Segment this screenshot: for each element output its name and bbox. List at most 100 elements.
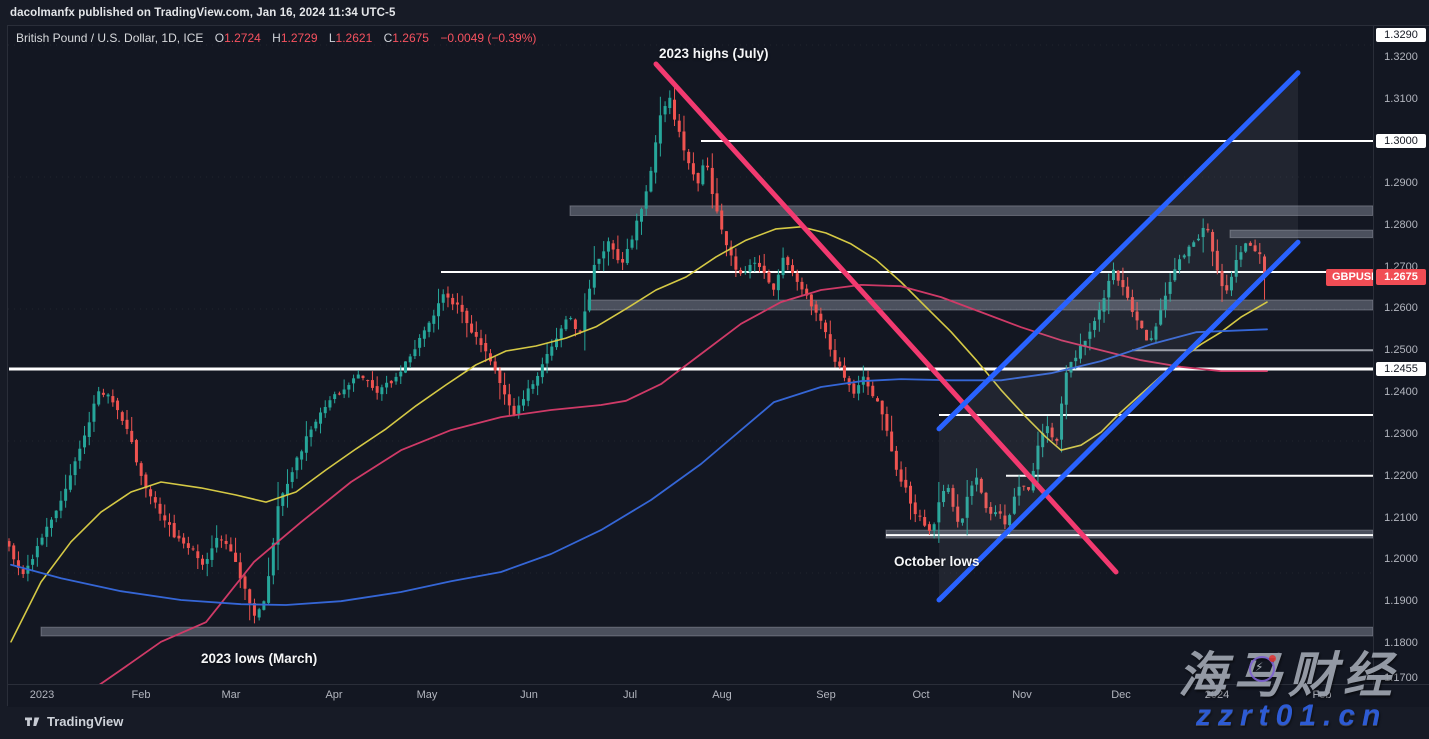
price-zone-october-lows[interactable]	[885, 529, 1373, 539]
candle-body	[545, 354, 549, 364]
price-zone-2023-lows[interactable]	[40, 626, 1373, 637]
candle-body	[116, 400, 120, 411]
tradingview-logo-icon	[25, 717, 40, 726]
candle-body	[720, 210, 724, 230]
candle-body	[8, 541, 11, 547]
candle-body	[1258, 252, 1262, 255]
candle-body	[248, 589, 252, 604]
candle-body	[64, 488, 68, 501]
time-axis-label-2023: 2023	[29, 689, 55, 701]
candle-body	[701, 165, 705, 185]
candle-body	[559, 328, 563, 339]
candle-body	[1225, 285, 1229, 291]
candle-body	[611, 243, 615, 250]
candle-body	[762, 265, 766, 273]
annotation-october-lows[interactable]: October lows	[894, 554, 980, 569]
price-zone-resistance-1284[interactable]	[569, 205, 1373, 216]
price-zone-support-1260[interactable]	[587, 299, 1373, 311]
candle-body	[960, 518, 964, 523]
candle-body	[16, 560, 20, 569]
candle-body	[842, 365, 846, 378]
trend-line-channel-top-blue[interactable]	[936, 70, 1301, 432]
candle-body	[1220, 270, 1224, 287]
candle-body	[1121, 280, 1125, 288]
candle-body	[300, 451, 304, 460]
candle-body	[370, 380, 374, 388]
publish-bar: dacolmanfx published on TradingView.com,…	[0, 0, 1429, 24]
candle-body	[1192, 242, 1196, 247]
candle-body	[828, 334, 832, 350]
candle-body	[743, 271, 747, 273]
candle-body	[776, 274, 780, 291]
candle-body	[474, 331, 478, 337]
candle-body	[993, 512, 997, 515]
candle-body	[734, 256, 738, 270]
candle-body	[101, 392, 105, 395]
candle-body	[1050, 427, 1054, 438]
annotation-2023-highs[interactable]: 2023 highs (July)	[659, 46, 769, 61]
time-axis[interactable]: 2023 Feb Mar Apr May Jun Jul Aug Sep Oct Nov Dec 202…	[8, 684, 1429, 707]
high-value: 1.2729	[280, 31, 318, 45]
time-axis-label-May: May	[416, 689, 438, 701]
candle-body	[262, 601, 266, 610]
price-axis-label-1.2455: 1.2455	[1376, 362, 1426, 377]
candlestick-chart[interactable]	[8, 26, 1373, 684]
candle-body	[668, 97, 672, 109]
candle-body	[998, 511, 1002, 514]
time-axis-label-Oct: Oct	[912, 689, 930, 701]
time-axis-label-Apr: Apr	[325, 689, 343, 701]
candle-body	[979, 478, 983, 493]
ma-line-mid-crimson	[98, 283, 1268, 684]
candle-body	[342, 389, 346, 395]
time-axis-label-Dec: Dec	[1111, 689, 1131, 701]
candle-body	[781, 257, 785, 276]
candle-body	[182, 537, 186, 544]
price-axis-label-1.3200: 1.3200	[1384, 51, 1418, 64]
candle-body	[1263, 256, 1267, 277]
candle-body	[1163, 295, 1167, 310]
candle-body	[21, 569, 25, 575]
candle-body	[120, 412, 124, 421]
candle-body	[1182, 255, 1186, 258]
candle-body	[1093, 321, 1097, 330]
candle-body	[1055, 438, 1059, 441]
trend-channel-fill	[939, 72, 1298, 601]
candle-body	[413, 349, 417, 357]
close-value: 1.2675	[392, 31, 429, 45]
candle-body	[1149, 338, 1153, 340]
price-zone-resistance-1278[interactable]	[1229, 229, 1373, 239]
candle-body	[654, 142, 658, 173]
trend-line-downtrend-pink[interactable]	[653, 61, 1119, 575]
chart-plot-area[interactable]: British Pound / U.S. Dollar, 1D, ICE O1.…	[8, 26, 1373, 684]
candle-body	[833, 350, 837, 362]
candle-body	[1097, 309, 1101, 320]
price-axis[interactable]: 1.3290 1.3200 1.3100 1.3000 1.2900 1.2800 1.27…	[1373, 26, 1429, 684]
candle-body	[606, 241, 610, 252]
candle-body	[791, 265, 795, 274]
candle-body	[521, 399, 525, 406]
tradingview-logo-link[interactable]: TradingView	[24, 714, 123, 729]
candle-body	[1027, 487, 1031, 490]
candle-body	[1017, 486, 1021, 496]
annotation-2023-lows[interactable]: 2023 lows (March)	[201, 651, 318, 666]
candle-body	[1126, 286, 1130, 298]
candle-body	[257, 609, 261, 618]
candle-body	[899, 469, 903, 482]
candle-body	[451, 297, 455, 305]
candle-body	[1159, 310, 1163, 325]
candle-body	[1012, 496, 1016, 514]
candle-body	[715, 193, 719, 212]
publish-line: dacolmanfx published on TradingView.com,…	[10, 7, 396, 19]
candle-body	[937, 502, 941, 523]
price-axis-label-1.1700: 1.1700	[1384, 672, 1418, 684]
candle-body	[965, 496, 969, 518]
candle-body	[403, 361, 407, 373]
candle-body	[602, 251, 606, 259]
candle-body	[1116, 270, 1120, 281]
candle-body	[507, 394, 511, 406]
candle-body	[422, 330, 426, 339]
ma-line-fast-yellow	[10, 226, 1268, 643]
candle-body	[479, 338, 483, 346]
low-value: 1.2621	[335, 31, 373, 45]
trend-line-channel-bot-blue[interactable]	[936, 239, 1301, 603]
